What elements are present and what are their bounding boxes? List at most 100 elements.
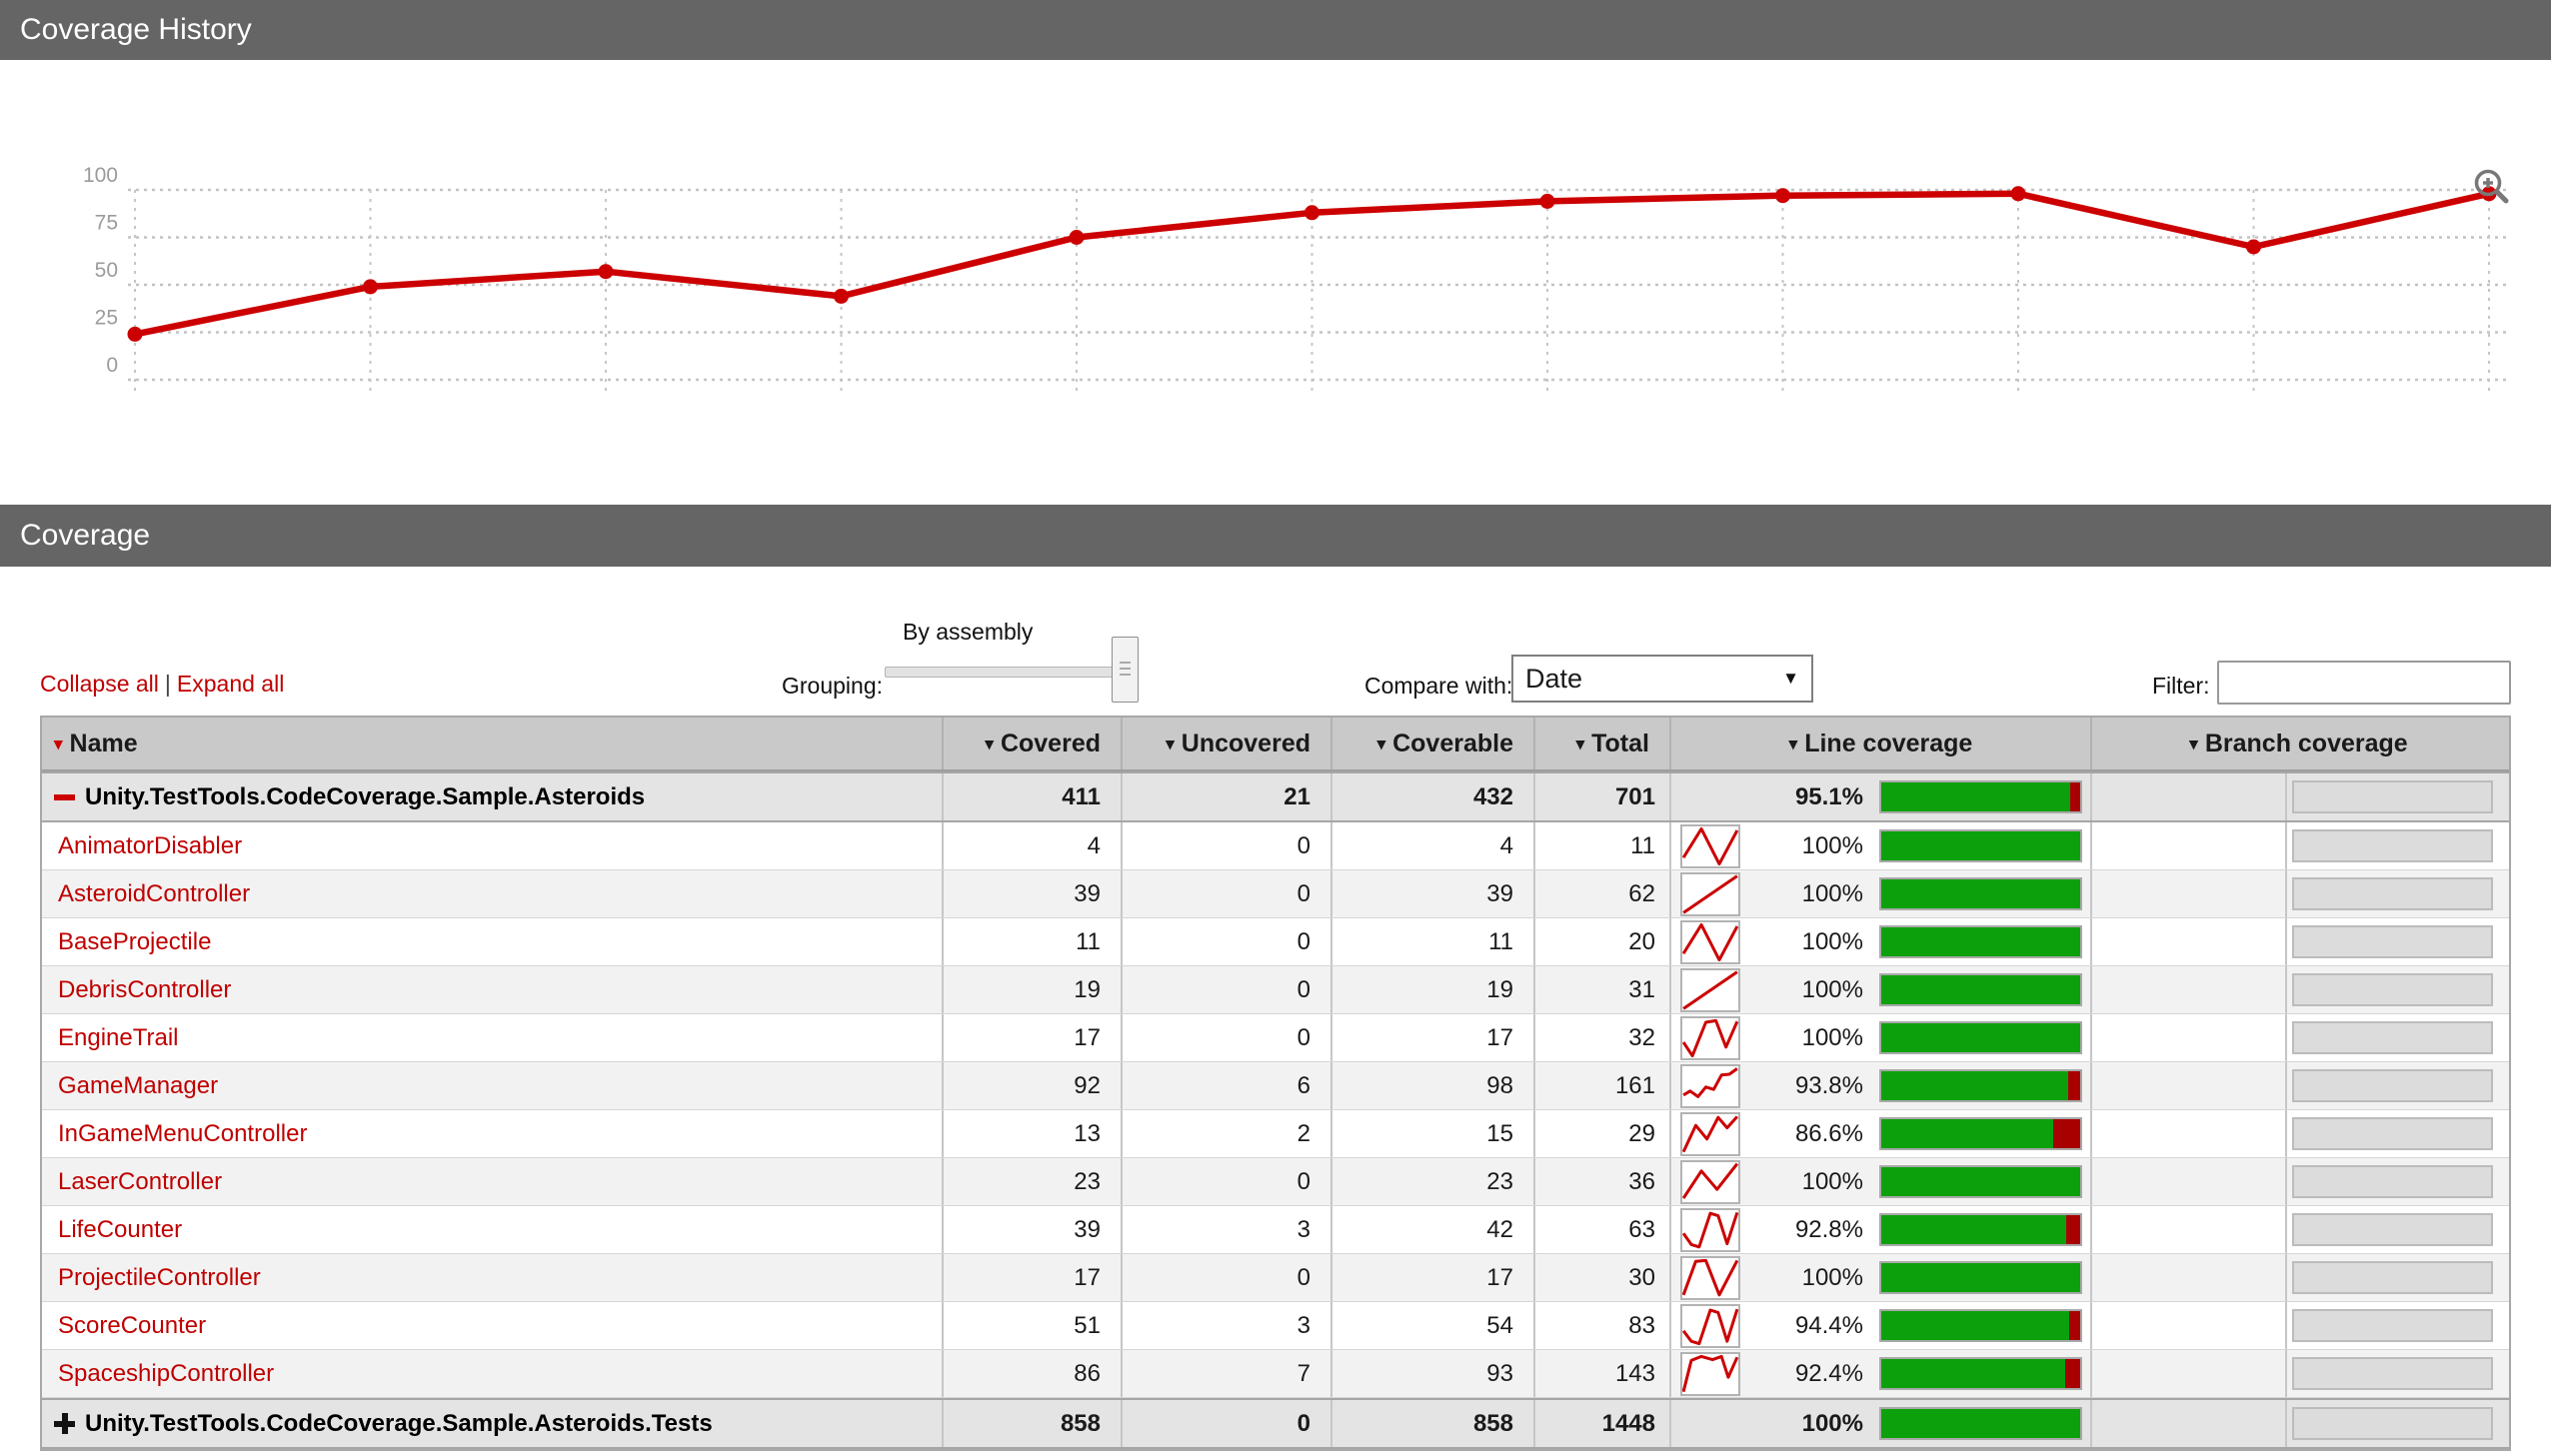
y-axis-tick-label: 75 [95, 212, 118, 235]
class-name-link[interactable]: SpaceshipController [58, 1359, 275, 1387]
coverage-history-line-chart: 0 25 50 75 100 [83, 164, 2511, 396]
branch-coverage-bar [2292, 925, 2493, 958]
name-cell: ScoreCounter [42, 1302, 944, 1349]
expand-all-link[interactable]: Expand all [176, 671, 285, 697]
line-coverage-bar [1879, 1309, 2082, 1342]
branch-coverage-percent [2092, 1350, 2287, 1397]
class-row: SpaceshipController 86 7 93 143 92.4% [42, 1350, 2509, 1398]
branch-coverage-bar [2292, 1165, 2493, 1198]
total-cell: 701 [1535, 773, 1671, 820]
header-name[interactable]: ▾ Name [42, 718, 944, 769]
uncovered-cell: 2 [1123, 1110, 1332, 1157]
sort-arrow-icon: ▾ [54, 734, 63, 753]
line-coverage-bar [1879, 780, 2082, 813]
chart-zoom-icon[interactable] [2473, 168, 2513, 208]
y-axis-tick-label: 25 [95, 307, 118, 330]
branch-coverage-percent [2092, 918, 2287, 965]
header-coverable[interactable]: ▾ Coverable [1332, 718, 1535, 769]
class-name-link[interactable]: ProjectileController [58, 1263, 261, 1291]
line-coverage-bar-cell [1879, 1014, 2092, 1061]
header-branch-coverage[interactable]: ▾ Branch coverage [2092, 718, 2505, 769]
class-name-link[interactable]: InGameMenuController [58, 1119, 308, 1147]
line-coverage-bar-cell [1879, 1158, 2092, 1205]
total-cell: 161 [1535, 1062, 1671, 1109]
branch-coverage-percent [2092, 773, 2287, 820]
line-coverage-bar-cell [1879, 1110, 2092, 1157]
name-cell: LaserController [42, 1158, 944, 1205]
y-axis-tick-label: 50 [95, 259, 118, 282]
branch-coverage-percent [2092, 1254, 2287, 1301]
class-name-link[interactable]: AsteroidController [58, 879, 251, 907]
class-name-link[interactable]: ScoreCounter [58, 1311, 207, 1339]
class-row: GameManager 92 6 98 161 93.8% [42, 1062, 2509, 1110]
uncovered-cell: 3 [1123, 1302, 1332, 1349]
coverage-history-chart: 0 25 50 75 100 [0, 60, 2551, 505]
branch-coverage-bar-cell [2287, 1400, 2505, 1447]
name-cell: SpaceshipController [42, 1350, 944, 1397]
class-row: LifeCounter 39 3 42 63 92.8% [42, 1206, 2509, 1254]
expand-row-icon[interactable] [54, 1413, 75, 1434]
coverage-history-sparkline [1680, 1351, 1740, 1396]
class-row: LaserController 23 0 23 36 100% [42, 1158, 2509, 1206]
covered-cell: 4 [944, 822, 1123, 869]
branch-coverage-bar-cell [2287, 1206, 2505, 1253]
total-cell: 1448 [1535, 1400, 1671, 1447]
line-coverage-bar [1879, 1407, 2082, 1440]
assembly-row: Unity.TestTools.CodeCoverage.Sample.Aste… [42, 771, 2509, 822]
branch-coverage-percent [2092, 870, 2287, 917]
collapse-all-link[interactable]: Collapse all [40, 671, 159, 697]
branch-coverage-bar-cell [2287, 1158, 2505, 1205]
class-name-link[interactable]: BaseProjectile [58, 927, 212, 955]
coverable-cell: 432 [1332, 773, 1535, 820]
filter-input[interactable] [2217, 661, 2511, 705]
line-coverage-history-cell [1671, 822, 1742, 869]
branch-coverage-bar-cell [2287, 773, 2505, 820]
branch-coverage-bar [2292, 1021, 2493, 1054]
header-line-coverage[interactable]: ▾ Line coverage [1671, 718, 2092, 769]
header-total[interactable]: ▾ Total [1535, 718, 1671, 769]
branch-coverage-bar [2292, 1309, 2493, 1342]
total-cell: 30 [1535, 1254, 1671, 1301]
coverable-cell: 15 [1332, 1110, 1535, 1157]
coverage-history-sparkline [1680, 1111, 1740, 1156]
compare-with-label: Compare with: [1364, 673, 1513, 699]
line-coverage-bar-cell [1879, 773, 2092, 820]
branch-coverage-percent [2092, 1110, 2287, 1157]
branch-coverage-bar-cell [2287, 1254, 2505, 1301]
grouping-slider-track[interactable] [885, 667, 1127, 678]
line-coverage-bar [1879, 1261, 2082, 1294]
class-name-link[interactable]: AnimatorDisabler [58, 831, 243, 859]
class-name-link[interactable]: EngineTrail [58, 1023, 179, 1051]
line-coverage-percent: 92.4% [1794, 1359, 1863, 1387]
compare-with-selected-value: Date [1525, 663, 1583, 694]
class-name-link[interactable]: GameManager [58, 1071, 219, 1099]
coverable-cell: 42 [1332, 1206, 1535, 1253]
coverable-cell: 11 [1332, 918, 1535, 965]
line-coverage-percent: 100% [1801, 1167, 1863, 1195]
coverage-history-sparkline [1680, 1063, 1740, 1108]
collapse-row-icon[interactable] [54, 793, 75, 800]
data-point [363, 279, 378, 295]
compare-with-select[interactable]: Date ▼ [1511, 655, 1813, 703]
branch-coverage-bar-cell [2287, 1110, 2505, 1157]
total-cell: 32 [1535, 1014, 1671, 1061]
header-coverable-label: Coverable [1392, 728, 1513, 757]
class-row: BaseProjectile 11 0 11 20 100% [42, 918, 2509, 966]
class-name-link[interactable]: LaserController [58, 1167, 223, 1195]
branch-coverage-percent [2092, 1158, 2287, 1205]
class-name-link[interactable]: DebrisController [58, 975, 232, 1003]
class-name-link[interactable]: LifeCounter [58, 1215, 183, 1243]
class-row: InGameMenuController 13 2 15 29 86.6% [42, 1110, 2509, 1158]
chevron-down-icon: ▼ [1782, 669, 1799, 688]
header-covered[interactable]: ▾ Covered [944, 718, 1123, 769]
header-branch-coverage-label: Branch coverage [2204, 728, 2408, 757]
line-coverage-bar-cell [1879, 870, 2092, 917]
grouping-slider-thumb[interactable] [1112, 637, 1139, 703]
branch-coverage-percent [2092, 1062, 2287, 1109]
covered-cell: 86 [944, 1350, 1123, 1397]
header-uncovered[interactable]: ▾ Uncovered [1123, 718, 1332, 769]
coverage-history-sparkline [1680, 1255, 1740, 1300]
branch-coverage-bar [2292, 1213, 2493, 1246]
line-coverage-history-cell [1671, 1302, 1742, 1349]
branch-coverage-bar [2292, 1117, 2493, 1150]
